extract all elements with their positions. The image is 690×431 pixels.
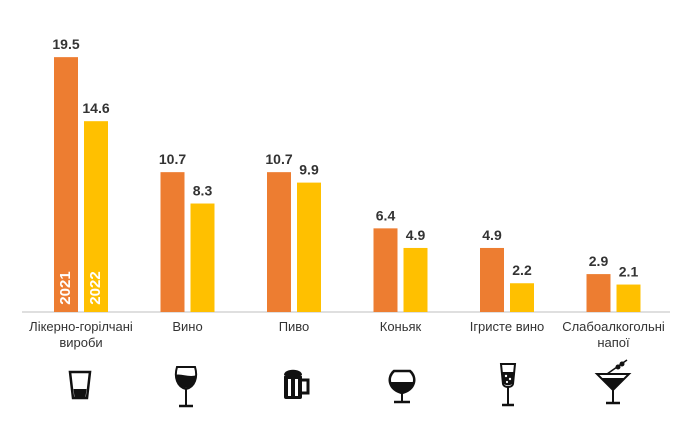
bar-2022-3 — [403, 247, 428, 312]
bar-2021-3 — [373, 228, 398, 312]
bar-2021-1 — [160, 172, 185, 312]
legend-series-2021: 2021 — [57, 271, 74, 304]
bar-2022-1 — [190, 203, 215, 312]
value-label-2021-1: 10.7 — [159, 151, 186, 167]
bar-2022-5 — [616, 284, 641, 312]
value-label-2021-2: 10.7 — [265, 151, 292, 167]
bar-2021-4 — [480, 247, 504, 312]
value-label-2021-5: 2.9 — [589, 253, 609, 269]
value-label-2022-3: 4.9 — [406, 227, 426, 243]
category-label-4: Ігристе вино — [470, 319, 545, 334]
bar-2022-2 — [297, 182, 321, 312]
bar-2022-0 — [84, 121, 108, 312]
category-label-3: Коньяк — [380, 319, 422, 334]
value-label-2021-4: 4.9 — [482, 227, 502, 243]
bar-2021-2 — [267, 172, 291, 312]
value-label-2021-3: 6.4 — [376, 207, 396, 223]
beer-mug-icon — [275, 365, 315, 409]
value-label-2022-5: 2.1 — [619, 264, 639, 280]
cocktail-glass-icon — [593, 358, 633, 405]
value-label-2022-1: 8.3 — [193, 183, 213, 199]
value-label-2022-0: 14.6 — [82, 100, 109, 116]
category-label-5: Слабоалкогольні напої — [562, 319, 665, 350]
value-label-2022-4: 2.2 — [512, 262, 532, 278]
legend-series-2022: 2022 — [87, 271, 104, 304]
bar-2021-0 — [54, 57, 78, 313]
bar-2021-5 — [586, 274, 611, 312]
shot-glass-icon — [60, 365, 100, 409]
category-label-0: Лікерно-горілчані вироби — [29, 319, 133, 350]
category-label-2: Пиво — [279, 319, 310, 334]
value-label-2021-0: 19.5 — [52, 36, 79, 52]
cognac-glass-icon — [382, 365, 422, 409]
category-label-1: Вино — [172, 319, 202, 334]
champagne-flute-icon — [488, 362, 528, 407]
bar-2022-4 — [510, 283, 534, 312]
wine-glass-icon — [166, 365, 206, 409]
value-label-2022-2: 9.9 — [299, 162, 319, 178]
